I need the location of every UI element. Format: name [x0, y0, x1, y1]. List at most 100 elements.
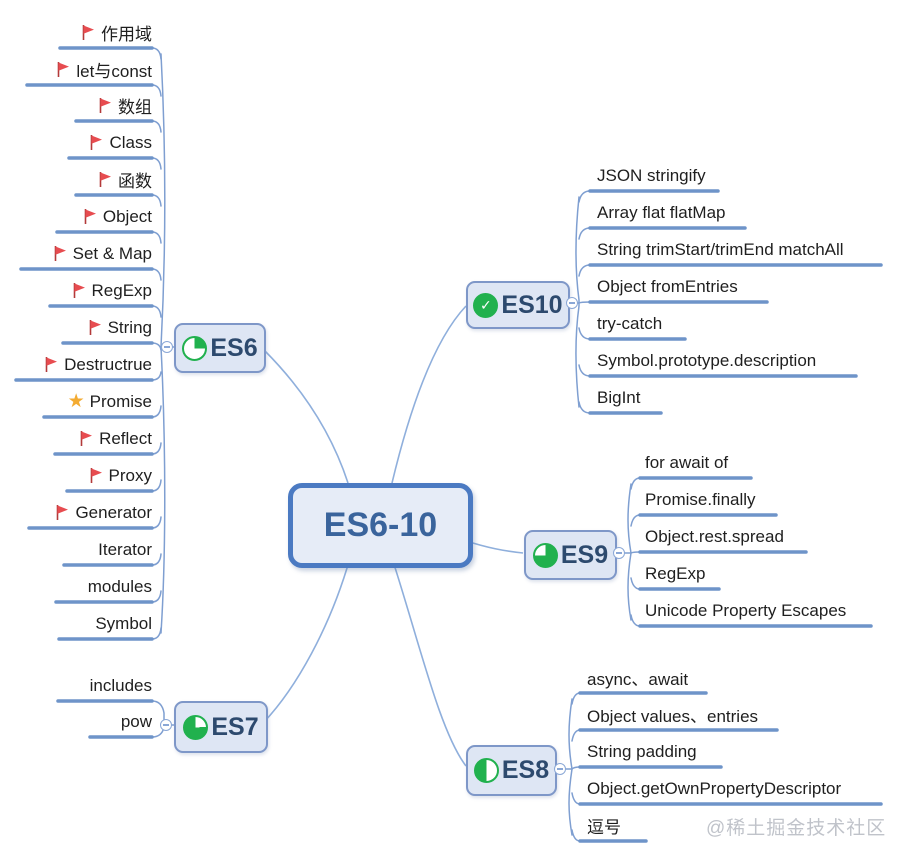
topic-label: let与const [76, 62, 152, 81]
topic-label: Promise.finally [645, 489, 756, 509]
red-flag-icon [44, 356, 59, 373]
topic-label: RegExp [645, 563, 706, 583]
red-flag-icon [55, 504, 70, 521]
topic-leaf[interactable]: pow [121, 708, 152, 735]
topic-label: Unicode Property Escapes [645, 600, 847, 620]
topic-label: 函数 [118, 172, 152, 191]
topic-leaf[interactable]: JSON stringify [597, 162, 706, 189]
topic-leaf[interactable]: RegExp [72, 277, 152, 304]
topic-leaf[interactable]: Set & Map [53, 240, 152, 267]
topic-leaf[interactable]: Proxy [89, 462, 152, 489]
topic-leaf[interactable]: Array flat flatMap [597, 199, 726, 226]
topic-leaf[interactable]: Object fromEntries [597, 273, 738, 300]
red-flag-icon [81, 24, 96, 41]
topic-leaf[interactable]: String padding [587, 738, 697, 765]
branch-node-es8[interactable]: ES8 [466, 745, 557, 796]
topic-leaf[interactable]: String trimStart/trimEnd matchAll [597, 236, 844, 263]
red-flag-icon [98, 171, 113, 188]
topic-leaf[interactable]: Class [89, 129, 152, 156]
topic-label: async、await [587, 670, 689, 689]
topic-leaf[interactable]: Object.getOwnPropertyDescriptor [587, 775, 841, 802]
watermark: @稀土掘金技术社区 [706, 818, 887, 839]
topic-leaf[interactable]: 逗号 [587, 812, 621, 839]
topic-leaf[interactable]: modules [88, 573, 152, 600]
branch-label: ES7 [211, 712, 259, 741]
topic-leaf[interactable]: Reflect [79, 425, 152, 452]
collapse-button-es7[interactable] [160, 719, 172, 731]
topic-label: Class [109, 132, 152, 152]
topic-label: includes [89, 675, 152, 695]
topic-leaf[interactable]: RegExp [645, 560, 705, 587]
collapse-button-es6[interactable] [161, 341, 173, 353]
topic-label: Proxy [108, 465, 152, 485]
red-flag-icon [89, 134, 104, 151]
topic-leaf[interactable]: Object values、entries [587, 701, 758, 728]
collapse-button-es8[interactable] [554, 763, 566, 775]
branch-node-es6[interactable]: ES6 [174, 323, 266, 373]
topic-leaf[interactable]: Destructrue [44, 351, 152, 378]
topic-leaf[interactable]: ★ Promise [68, 388, 152, 415]
topic-label: Array flat flatMap [597, 202, 726, 222]
topic-leaf[interactable]: 函数 [98, 166, 152, 193]
topic-leaf[interactable]: includes [90, 672, 152, 699]
gold-star-icon: ★ [67, 391, 85, 412]
branch-label: ES10 [501, 290, 563, 319]
branch-node-es10[interactable]: ✓ ES10 [466, 281, 570, 329]
topic-leaf[interactable]: 数组 [98, 92, 152, 119]
topic-leaf[interactable]: String [88, 314, 152, 341]
topic-label: modules [87, 576, 152, 596]
topic-leaf[interactable]: Generator [55, 499, 152, 526]
topic-label: String [107, 317, 152, 337]
topic-label: 作用域 [101, 25, 152, 44]
topic-label: for await of [645, 452, 729, 472]
topic-label: Object fromEntries [597, 276, 738, 296]
red-flag-icon [72, 282, 87, 299]
red-flag-icon [89, 467, 104, 484]
red-flag-icon [53, 245, 68, 262]
topic-leaf[interactable]: 作用域 [81, 19, 152, 46]
progress-75-icon [532, 542, 558, 568]
branch-label: ES6 [210, 333, 258, 362]
topic-label: BigInt [597, 387, 641, 407]
progress-25-icon [182, 335, 208, 361]
topic-label: Generator [75, 502, 152, 522]
topic-leaf[interactable]: Object [83, 203, 152, 230]
topic-label: Object values、entries [587, 707, 759, 726]
progress-done-icon: ✓ [473, 292, 499, 318]
branch-label: ES9 [560, 540, 609, 569]
topic-label: Iterator [98, 539, 152, 559]
branch-node-es7[interactable]: ES7 [174, 701, 268, 753]
topic-label: Object [102, 206, 152, 226]
topic-leaf[interactable]: BigInt [597, 384, 640, 411]
collapse-button-es9[interactable] [613, 547, 625, 559]
topic-leaf[interactable]: try-catch [597, 310, 662, 337]
red-flag-icon [88, 319, 103, 336]
topic-label: Symbol.prototype.description [597, 350, 817, 370]
topic-leaf[interactable]: async、await [587, 664, 688, 691]
topic-leaf[interactable]: Promise.finally [645, 486, 756, 513]
central-topic-label: ES6-10 [323, 506, 438, 544]
topic-label: String trimStart/trimEnd matchAll [597, 239, 844, 259]
topic-label: Promise [89, 391, 152, 411]
red-flag-icon [83, 208, 98, 225]
red-flag-icon [98, 97, 113, 114]
topic-leaf[interactable]: for await of [645, 449, 728, 476]
topic-leaf[interactable]: Symbol [95, 610, 152, 637]
topic-label: String padding [587, 741, 697, 761]
progress-62-icon [183, 714, 209, 740]
topic-label: JSON stringify [597, 165, 706, 185]
collapse-button-es10[interactable] [566, 297, 578, 309]
topic-label: Destructrue [64, 354, 152, 374]
topic-leaf[interactable]: Object.rest.spread [645, 523, 784, 550]
topic-leaf[interactable]: Symbol.prototype.description [597, 347, 816, 374]
red-flag-icon [79, 430, 94, 447]
central-topic[interactable]: ES6-10 [288, 483, 473, 568]
leaf-underlines [14, 46, 883, 843]
topic-leaf[interactable]: Iterator [98, 536, 152, 563]
topic-label: Symbol [95, 613, 152, 633]
topic-label: RegExp [91, 280, 152, 300]
progress-50-icon [473, 758, 499, 783]
branch-node-es9[interactable]: ES9 [524, 530, 617, 580]
topic-leaf[interactable]: let与const [56, 56, 152, 83]
topic-leaf[interactable]: Unicode Property Escapes [645, 597, 846, 624]
